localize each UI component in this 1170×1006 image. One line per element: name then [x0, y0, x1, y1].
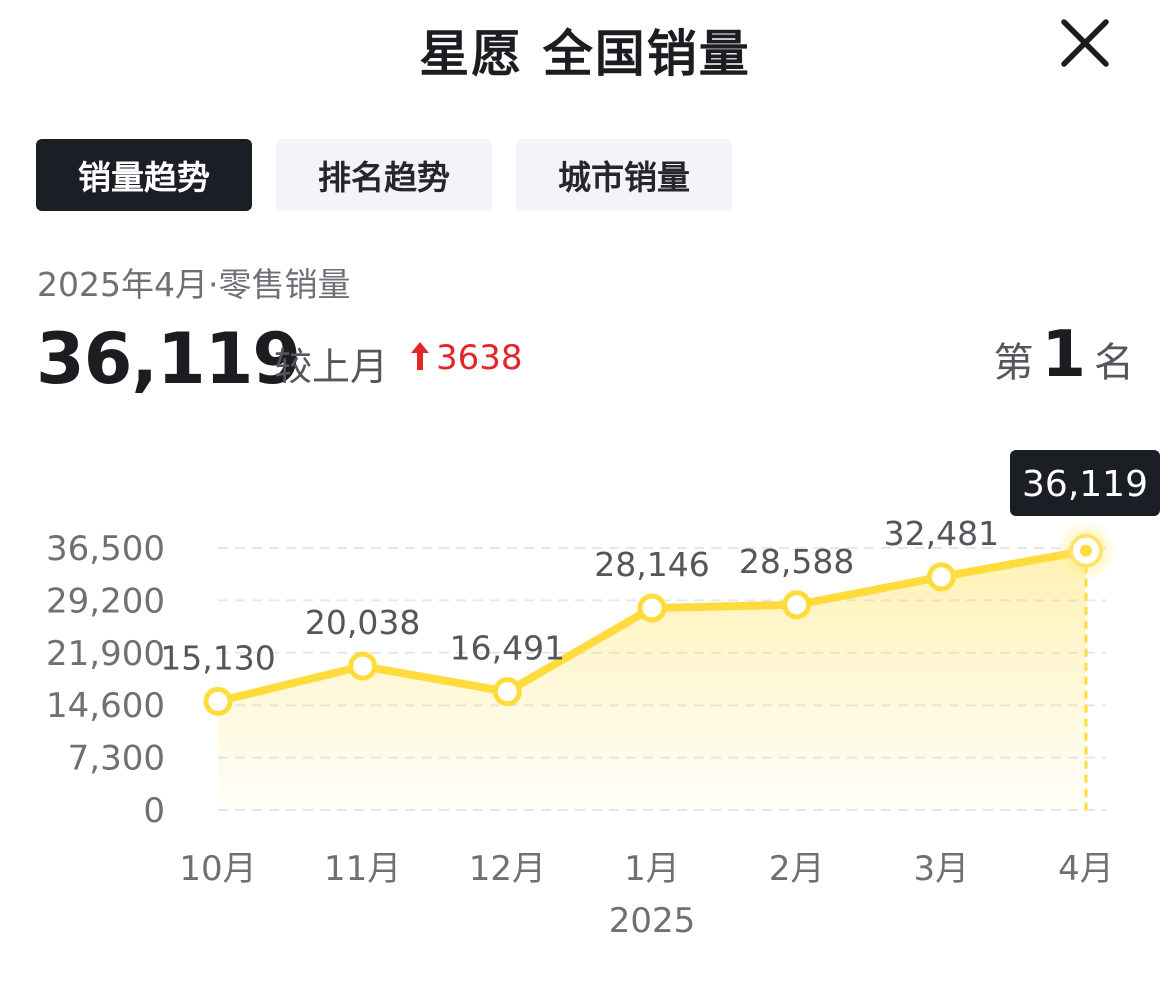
sales-value: 36,119	[36, 318, 301, 400]
value-tooltip	[1010, 450, 1160, 516]
rank-suffix: 名	[1094, 340, 1134, 386]
data-point[interactable]	[203, 686, 233, 716]
period-label: 2025年4月·零售销量	[37, 265, 351, 304]
y-tick-label: 36,500	[46, 529, 165, 569]
header: 星愿 全国销量	[0, 0, 1170, 100]
highlight-point-dot	[1080, 544, 1092, 557]
x-tick-label: 1月	[624, 849, 680, 889]
compare-label: 较上月	[274, 345, 389, 389]
tab-city-sales[interactable]: 城市销量	[516, 139, 732, 211]
data-point[interactable]	[637, 593, 667, 623]
rank-number: 1	[1041, 318, 1086, 392]
y-tick-label: 21,900	[46, 634, 165, 674]
y-tick-label: 7,300	[68, 739, 165, 779]
tooltip-value: 36,119	[1022, 464, 1148, 505]
data-point[interactable]	[782, 590, 812, 620]
data-label: 16,491	[450, 629, 565, 668]
x-tick-label: 2月	[769, 849, 825, 889]
close-icon[interactable]	[1056, 14, 1114, 72]
y-tick-label: 0	[143, 791, 165, 831]
x-sublabel: 2025	[609, 901, 696, 941]
arrow-up-icon	[411, 342, 429, 370]
close-button[interactable]	[1056, 14, 1114, 72]
x-tick-label: 4月	[1058, 849, 1114, 889]
y-tick-label: 14,600	[46, 686, 165, 726]
data-label: 15,130	[160, 638, 275, 677]
rank: 第 1 名	[993, 318, 1134, 392]
rank-prefix: 第	[993, 340, 1034, 386]
x-tick-label: 12月	[469, 849, 546, 889]
x-tick-label: 10月	[179, 849, 256, 889]
area-fill	[218, 550, 1086, 810]
compare-value: 3638	[436, 338, 523, 378]
tab-sales-trend[interactable]: 销量趋势	[36, 139, 252, 211]
data-point[interactable]	[492, 677, 522, 707]
x-tick-label: 11月	[324, 849, 401, 889]
data-label: 20,038	[305, 603, 420, 642]
data-point[interactable]	[348, 651, 378, 681]
data-label: 28,146	[594, 545, 709, 584]
data-label: 32,481	[884, 514, 999, 553]
data-label: 28,588	[739, 542, 854, 581]
x-tick-label: 3月	[914, 849, 970, 889]
tab-rank-trend[interactable]: 排名趋势	[276, 139, 492, 211]
sales-trend-chart: 36,500 29,200 21,900 14,600 7,300 0 10月 11月 12月 1…	[46, 450, 1160, 941]
y-tick-label: 29,200	[46, 581, 165, 621]
data-point[interactable]	[926, 562, 956, 592]
page-title: 星愿 全国销量	[419, 25, 751, 83]
